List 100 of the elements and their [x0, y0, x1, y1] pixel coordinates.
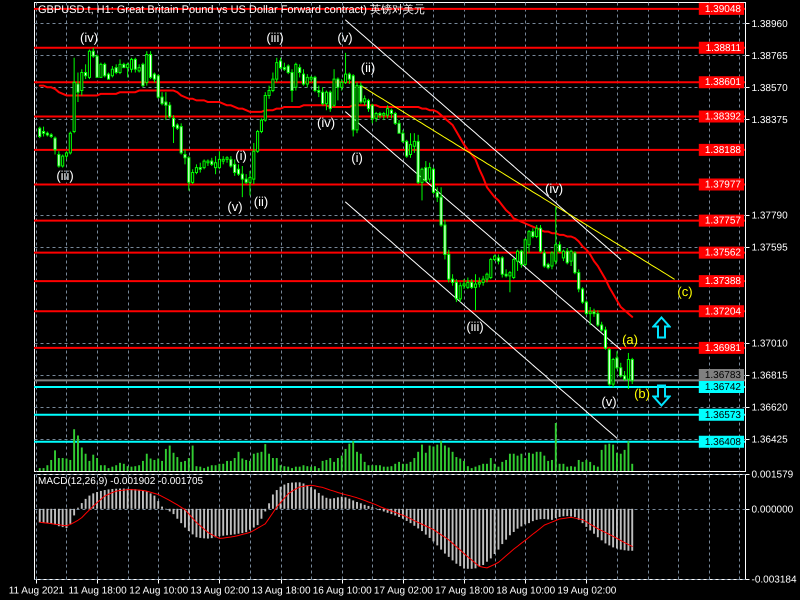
ref-line-label: 1.36573 [704, 410, 742, 421]
candlestick [626, 352, 630, 390]
x-tick-label: 19 Aug 02:00 [557, 586, 617, 596]
candlestick [321, 86, 324, 106]
ref-line-label: 1.38188 [704, 144, 742, 156]
ref-line-label: 1.37388 [704, 276, 742, 288]
x-tick-label: 13 Aug 02:00 [190, 586, 250, 596]
candlestick [432, 167, 436, 194]
y-tick-label: 1.37595 [752, 242, 788, 254]
x-tick-label: 11 Aug 2021 [8, 586, 65, 596]
y-tick-label: 1.38570 [752, 82, 788, 94]
candlestick [218, 150, 221, 170]
candlestick [566, 247, 569, 265]
y-tick-label: 1.38960 [752, 18, 788, 30]
annotation: (c) [677, 284, 693, 299]
line-series [345, 202, 618, 439]
candlestick [500, 256, 504, 278]
candlestick [478, 276, 481, 288]
candlestick [538, 224, 542, 254]
candlestick [110, 65, 114, 78]
candlestick [386, 104, 390, 119]
candlestick [240, 165, 244, 198]
candlestick [630, 357, 634, 385]
candlestick [57, 150, 60, 168]
y-tick-label: 1.36815 [752, 370, 788, 382]
x-tick-label: 17 Aug 18:00 [435, 586, 494, 596]
ref-line-label: 1.37977 [704, 180, 742, 191]
annotation: (iii) [56, 168, 74, 183]
annotation: (iv) [80, 30, 98, 45]
x-tick-label: 17 Aug 02:00 [374, 586, 434, 596]
chart-title: MACD(12,26,9) -0.001902 -0.001705 [38, 476, 204, 487]
x-tick-label: 16 Aug 10:00 [312, 586, 372, 596]
line-series [39, 484, 633, 568]
annotation: (v) [227, 199, 243, 214]
annotation: (ii) [254, 194, 268, 209]
annotation: (a) [622, 332, 638, 347]
y-tick-label: -0.003184 [752, 574, 797, 586]
ref-line-label: 1.38601 [704, 77, 742, 88]
candlestick [313, 75, 317, 93]
candlestick [130, 57, 134, 74]
candlestick [164, 92, 168, 121]
candlestick [482, 275, 485, 286]
candlestick [408, 132, 412, 158]
annotation: (iv) [544, 181, 564, 196]
candlestick [458, 282, 462, 303]
candlestick [454, 278, 458, 303]
candlestick [134, 57, 137, 74]
x-tick-label: 13 Aug 18:00 [252, 586, 311, 596]
candlestick [302, 68, 306, 86]
ref-line-label: 1.37562 [704, 248, 742, 259]
annotation: (ii) [360, 60, 376, 75]
y-tick-label: 1.38765 [752, 50, 788, 62]
annotation: (i) [351, 150, 363, 165]
annotation: (iii) [266, 30, 284, 45]
candlestick [344, 52, 348, 84]
candlestick [149, 50, 152, 80]
candlestick [306, 74, 309, 88]
candlestick [474, 274, 478, 311]
x-tick-label: 11 Aug 18:00 [68, 586, 128, 596]
candlestick [126, 62, 130, 78]
candlestick [370, 103, 374, 124]
ref-line-label: 1.39048 [704, 4, 742, 15]
candlestick [466, 276, 470, 290]
ref-line-label: 1.36981 [704, 342, 742, 354]
candlestick [42, 126, 46, 137]
annotation: (v) [337, 30, 353, 45]
ref-line-label: 1.38392 [704, 111, 742, 122]
candlestick [202, 158, 206, 170]
candlestick [470, 278, 474, 290]
candlestick [118, 58, 122, 75]
ref-line-label: 1.37204 [704, 306, 742, 318]
annotation: (iii) [466, 319, 484, 334]
ref-line-label: 1.38811 [706, 42, 742, 54]
y-tick-label: 0.000000 [752, 504, 794, 516]
annotation: (iv) [316, 115, 336, 130]
candlestick [294, 62, 298, 92]
candlestick [214, 156, 218, 175]
candlestick [198, 162, 202, 174]
y-tick-label: 1.37790 [752, 210, 788, 222]
candlestick [424, 160, 428, 183]
ref-line-label: 1.37757 [704, 216, 742, 227]
annotation: (v) [601, 394, 617, 409]
candlestick [596, 310, 600, 328]
y-tick-label: 1.36620 [752, 402, 788, 414]
candlestick [53, 136, 57, 156]
candlestick [114, 64, 118, 75]
ref-line-label: 1.36408 [704, 436, 742, 448]
x-tick-label: 12 Aug 10:00 [129, 586, 189, 596]
candlestick [489, 257, 492, 280]
candlestick [236, 164, 240, 176]
candlestick [38, 126, 42, 139]
y-tick-label: 1.36425 [752, 434, 788, 446]
y-tick-label: 0.001579 [752, 470, 794, 480]
y-tick-label: 1.38375 [752, 114, 788, 126]
ref-line-label: 1.36742 [704, 382, 742, 394]
line-series [360, 85, 675, 280]
ref-line-label: 1.36783 [704, 370, 742, 382]
candlestick [324, 90, 328, 111]
candlestick [233, 158, 236, 176]
candlestick [61, 154, 64, 168]
